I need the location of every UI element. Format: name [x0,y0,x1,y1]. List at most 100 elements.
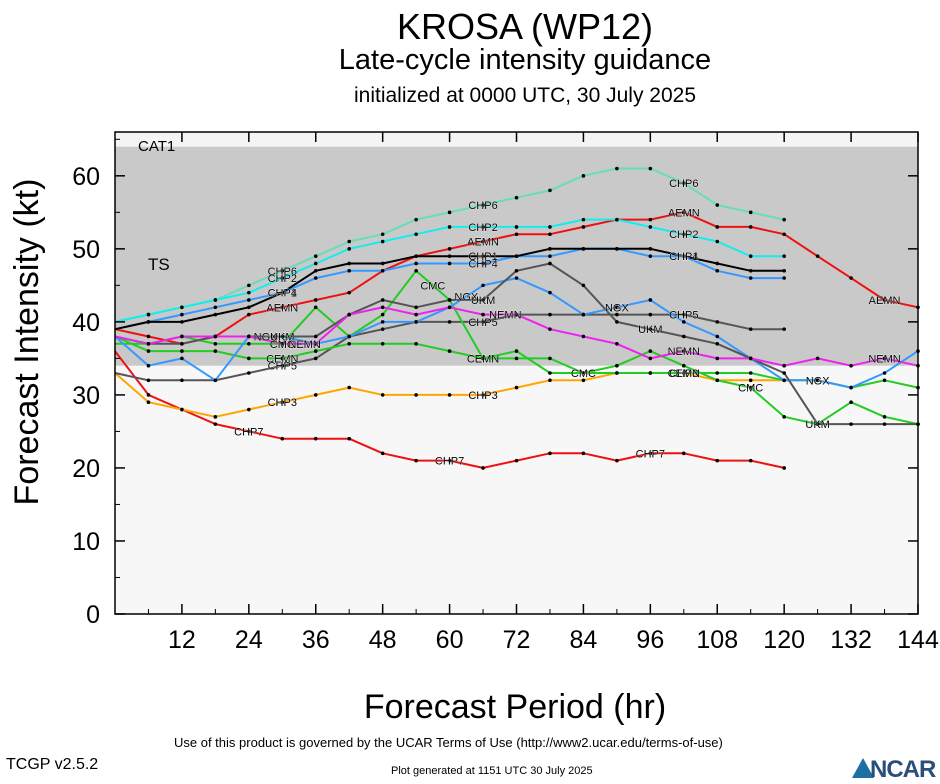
data-point-chp5 [748,327,753,331]
data-point-ngx [347,334,352,339]
data-point-chp1 [313,268,318,273]
data-point-chp3 [213,415,218,419]
data-point-chp5 [481,320,485,324]
series-label-ukm: UKM [638,324,662,336]
data-point-aemn [514,232,519,237]
data-point-chp5 [313,356,318,361]
data-point-chp5 [180,378,184,383]
data-point-ngx [481,283,485,288]
data-point-chp6 [514,195,519,200]
series-label-chp5: CHP5 [268,361,297,373]
data-point-chp7 [447,458,452,463]
data-point-chp6 [615,166,619,171]
data-point-ngx [514,276,519,280]
data-point-chp3 [447,393,452,397]
data-point-chp1 [782,268,786,273]
data-point-chp3 [748,378,753,383]
data-point-chp1 [648,247,653,251]
data-point-nemn [280,341,285,346]
data-point-cemn [715,371,720,375]
data-point-chp7 [380,451,385,456]
data-point-chp7 [347,436,352,441]
series-label-chp3: CHP3 [468,390,497,402]
data-point-chp4 [648,254,653,258]
band-label-ts: TS [148,255,170,274]
data-point-cmc [681,363,686,368]
data-point-nemn [146,341,151,346]
data-point-chp6 [280,268,285,273]
data-point-cmc [882,415,887,419]
series-label-nemn: NEMN [868,353,900,365]
data-point-chp3 [380,393,385,397]
series-label-cmc: CMC [738,383,763,395]
data-point-nemn [748,356,753,361]
series-label-chp1: CHP1 [268,288,297,300]
data-point-ukm [849,422,853,426]
series-label-chp6: CHP6 [669,178,698,190]
intensity-chart: TS CAT1 CHP7 CHP7 CHP7 CHP3 CHP3 CHP3 AEMN AEMN A… [8,131,939,726]
data-point-chp3 [481,393,485,397]
data-point-aemn [481,239,485,244]
x-tick-label: 48 [369,626,397,654]
data-point-chp6 [313,254,318,258]
series-label-ngx: NGX [254,331,279,343]
y-tick-label: 40 [72,309,100,337]
data-point-chp3 [180,407,184,412]
data-point-nemn [347,312,352,317]
data-point-chp2 [447,225,452,229]
chart-init-time: initialized at 0000 UTC, 30 July 2025 [353,84,697,107]
data-point-chp1 [748,268,753,273]
chart-title: KROSA (WP12) [396,6,654,47]
data-point-chp2 [146,312,151,317]
data-point-chp4 [548,254,552,258]
data-point-chp4 [313,276,318,280]
data-point-ngx [548,290,552,295]
data-point-ngx [681,320,686,324]
series-label-chp3: CHP3 [669,368,698,380]
data-point-nemn [414,312,418,317]
data-point-chp2 [213,298,218,302]
data-point-chp6 [548,188,552,193]
data-point-nemn [514,312,519,317]
series-label-chp6: CHP6 [268,266,297,278]
data-point-chp7 [280,436,285,441]
data-point-ukm [180,341,184,346]
data-point-cmc [414,268,418,273]
y-tick-label: 60 [72,163,100,191]
data-point-chp4 [481,261,485,266]
data-point-chp2 [548,225,552,229]
data-point-aemn [882,298,887,302]
data-point-chp3 [313,393,318,397]
data-point-cmc [380,312,385,317]
data-point-chp6 [247,283,251,288]
x-tick-label: 36 [302,626,330,654]
data-point-chp5 [280,363,285,368]
data-point-nemn [481,312,485,317]
data-point-chp2 [414,232,418,237]
data-point-cmc [615,363,619,368]
ncar-logo-icon [852,758,874,778]
data-point-chp4 [213,305,218,310]
data-point-chp3 [414,393,418,397]
data-point-nemn [849,363,853,368]
data-point-ukm [514,268,519,273]
data-point-nemn [180,334,184,339]
data-point-chp4 [782,276,786,280]
data-point-chp5 [715,320,720,324]
data-point-chp5 [681,312,686,317]
data-point-cemn [882,378,887,383]
series-label-chp4: CHP4 [669,251,698,263]
y-axis-label: Forecast Intensity (kt) [8,179,46,506]
data-point-chp5 [615,312,619,317]
data-point-chp5 [146,378,151,383]
series-label-cmc: CMC [270,339,295,351]
data-point-chp6 [715,203,720,207]
data-point-chp6 [681,181,686,185]
band-label-cat1: CAT1 [138,138,175,155]
data-point-chp7 [146,393,151,397]
data-point-ngx [648,298,653,302]
series-label-chp7: CHP7 [435,456,464,468]
data-point-cemn [380,341,385,346]
data-point-chp4 [715,268,720,273]
series-label-ngx: NGX [454,291,479,303]
